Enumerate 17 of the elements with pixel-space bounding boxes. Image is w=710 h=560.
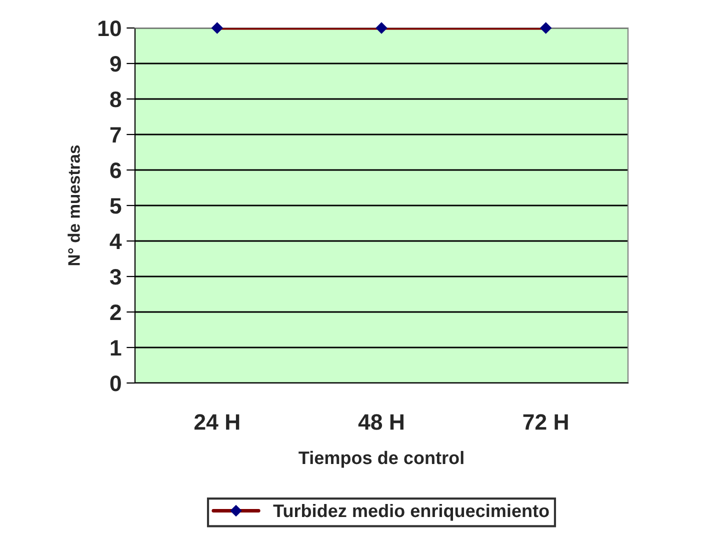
y-tick-label: 4 bbox=[110, 234, 122, 250]
y-tick-label: 2 bbox=[110, 304, 121, 320]
x-tick-label: 72 H bbox=[523, 414, 568, 430]
y-tick-label: 0 bbox=[110, 376, 121, 392]
y-axis-title: N° de muestras bbox=[68, 145, 80, 266]
y-tick-label: 1 bbox=[110, 340, 122, 356]
y-tick-label: 10 bbox=[98, 20, 121, 36]
y-tick-label: 5 bbox=[110, 198, 122, 214]
y-tick-label: 7 bbox=[110, 127, 121, 143]
x-tick-label: 48 H bbox=[358, 414, 404, 430]
y-tick-label: 3 bbox=[110, 269, 122, 285]
y-tick-label: 6 bbox=[110, 162, 122, 178]
x-tick-label: 24 H bbox=[194, 414, 240, 430]
x-axis-title: Tiempos de control bbox=[298, 450, 464, 468]
y-tick-label: 9 bbox=[110, 56, 121, 72]
legend-label: Turbidez medio enriquecimiento bbox=[273, 504, 549, 521]
y-tick-label: 8 bbox=[110, 92, 122, 108]
